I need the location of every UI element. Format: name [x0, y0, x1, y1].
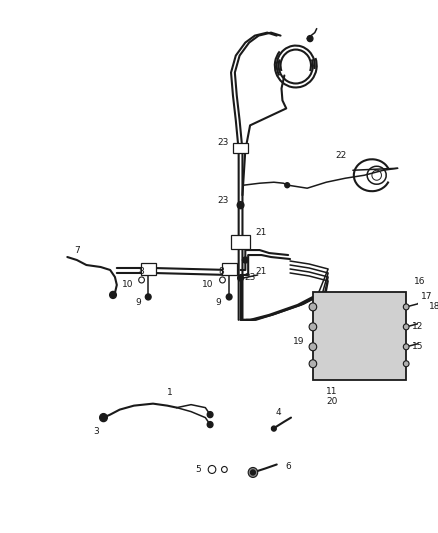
Bar: [141, 263, 156, 275]
Bar: [231, 235, 250, 249]
Text: 21: 21: [256, 228, 267, 237]
Text: 6: 6: [285, 462, 291, 471]
Text: 23: 23: [218, 196, 229, 205]
Text: 9: 9: [216, 298, 222, 308]
Circle shape: [285, 183, 290, 188]
Circle shape: [208, 465, 216, 473]
Circle shape: [207, 422, 213, 427]
Text: 22: 22: [335, 151, 346, 160]
Text: 23: 23: [244, 273, 256, 282]
Circle shape: [207, 411, 213, 417]
Circle shape: [403, 324, 409, 330]
Circle shape: [309, 360, 317, 368]
Text: 20: 20: [326, 397, 338, 406]
Circle shape: [403, 344, 409, 350]
Circle shape: [226, 294, 232, 300]
Text: 15: 15: [412, 342, 424, 351]
Circle shape: [145, 294, 151, 300]
Text: 18: 18: [429, 302, 438, 311]
Bar: [233, 143, 248, 154]
Circle shape: [139, 277, 145, 283]
Bar: [222, 263, 237, 275]
Text: 10: 10: [121, 280, 133, 289]
Text: 7: 7: [74, 246, 80, 255]
Bar: [313, 292, 406, 379]
Circle shape: [243, 257, 248, 263]
Circle shape: [237, 201, 244, 208]
Text: 12: 12: [412, 322, 423, 332]
Circle shape: [251, 470, 255, 475]
Text: 8: 8: [139, 268, 145, 277]
Circle shape: [309, 323, 317, 331]
Circle shape: [238, 275, 244, 281]
Circle shape: [110, 292, 117, 298]
Circle shape: [309, 343, 317, 351]
Text: 11: 11: [326, 387, 338, 396]
Circle shape: [219, 277, 225, 283]
Text: 1: 1: [167, 388, 173, 397]
Text: 8: 8: [219, 268, 224, 277]
Circle shape: [272, 426, 276, 431]
Circle shape: [403, 361, 409, 367]
Circle shape: [222, 466, 227, 472]
Circle shape: [100, 414, 107, 422]
Text: 23: 23: [218, 138, 229, 147]
Text: 3: 3: [93, 427, 99, 436]
Circle shape: [309, 303, 317, 311]
Text: 21: 21: [256, 268, 267, 277]
Text: 9: 9: [136, 298, 141, 308]
Circle shape: [307, 36, 313, 42]
Text: 4: 4: [276, 408, 282, 417]
Text: 17: 17: [421, 293, 433, 302]
Circle shape: [403, 304, 409, 310]
Text: 16: 16: [414, 278, 425, 286]
Text: 19: 19: [293, 337, 304, 346]
Text: 5: 5: [195, 465, 201, 474]
Text: 10: 10: [202, 280, 214, 289]
Circle shape: [248, 467, 258, 478]
